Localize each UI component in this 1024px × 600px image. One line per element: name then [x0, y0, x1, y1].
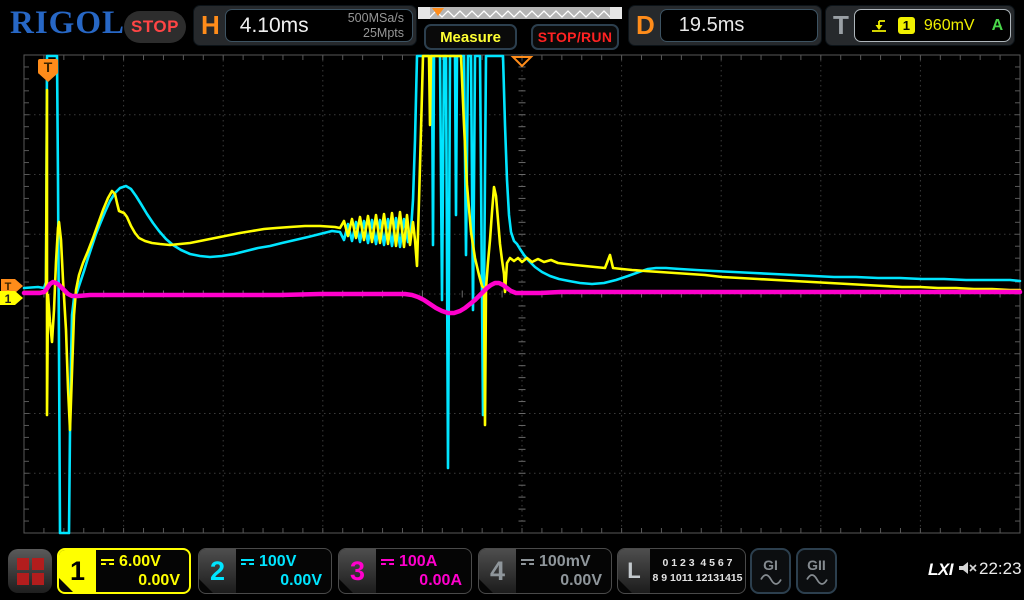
channel-2-values: 100V 0.00V — [236, 549, 331, 593]
channel-4-number: 4 — [479, 549, 516, 593]
source-2-button[interactable]: GII — [796, 548, 837, 594]
channel-1-values: 6.00V 0.00V — [96, 550, 189, 592]
trigger-well: 1 960mV A — [853, 9, 1011, 42]
channel-4-box[interactable]: 4 100mV 0.00V — [478, 548, 612, 594]
trigger-label: T — [833, 10, 849, 40]
falling-edge-icon — [871, 19, 886, 32]
menu-button[interactable] — [8, 549, 52, 593]
channel-3-values: 100A 0.00A — [376, 549, 471, 593]
sample-rate: 500MSa/s — [347, 10, 404, 25]
svg-text:1: 1 — [5, 292, 12, 306]
source-1-label: GI — [763, 557, 778, 573]
horizontal-label: H — [201, 10, 220, 40]
channel-3-offset: 0.00A — [419, 571, 462, 589]
channel-4-values: 100mV 0.00V — [516, 549, 611, 593]
logic-label: L — [618, 549, 650, 593]
speaker-muted-icon — [959, 562, 977, 574]
membar-left-cap — [418, 7, 430, 19]
dc-coupling-icon — [521, 558, 534, 565]
menu-grid-icon — [16, 557, 44, 585]
dc-coupling-icon — [381, 558, 394, 565]
stop-run-button[interactable]: STOP/RUN — [531, 24, 619, 50]
delay-well: 19.5ms — [659, 9, 818, 42]
trigger-sweep-mode: A — [991, 16, 1004, 34]
logic-channels-box[interactable]: L 0 1 2 3 4 5 6 7 8 9 1011 12131415 — [617, 548, 746, 594]
trigger-level-value: 960mV — [923, 16, 975, 34]
channel-2-number: 2 — [199, 549, 236, 593]
svg-text:T: T — [5, 281, 12, 293]
acquisition-info: 500MSa/s 25Mpts — [348, 11, 412, 41]
sine-wave-icon — [759, 574, 782, 585]
run-state-indicator[interactable]: STOP — [124, 11, 186, 43]
memory-depth: 25Mpts — [363, 25, 404, 40]
channel-2-offset: 0.00V — [280, 571, 322, 589]
measure-button[interactable]: Measure — [424, 24, 517, 50]
sine-wave-icon — [805, 574, 828, 585]
logic-row-1: 0 1 2 3 4 5 6 7 — [662, 556, 733, 569]
horizontal-panel[interactable]: H 4.10ms 500MSa/s 25Mpts — [193, 5, 417, 46]
footer-bar: 1 6.00V 0.00V 2 100V 0.00V 3 100A 0.00A … — [0, 545, 1024, 600]
channel-2-scale: 100V — [259, 552, 297, 570]
membar-right-cap — [610, 7, 622, 19]
timebase-well: 4.10ms 500MSa/s 25Mpts — [224, 9, 413, 42]
svg-text:T: T — [44, 59, 53, 75]
rigol-logo: RIGOL — [10, 5, 126, 41]
logic-digit-rows: 0 1 2 3 4 5 6 7 8 9 1011 12131415 — [650, 549, 745, 593]
timebase-value: 4.10ms — [239, 13, 309, 37]
channel-1-scale: 6.00V — [119, 552, 161, 570]
trigger-level-marker[interactable] — [1, 279, 23, 293]
channel-1-offset: 0.00V — [138, 571, 180, 589]
header-bar: RIGOL STOP H 4.10ms 500MSa/s 25Mpts Meas… — [0, 0, 1024, 52]
channel-3-number: 3 — [339, 549, 376, 593]
channel-4-scale: 100mV — [539, 552, 591, 570]
channel-1-zero-marker[interactable] — [0, 291, 23, 305]
trigger-source-badge: 1 — [897, 17, 915, 34]
memory-zigzag — [417, 8, 623, 18]
channel-2-box[interactable]: 2 100V 0.00V — [198, 548, 332, 594]
delay-panel[interactable]: D 19.5ms — [628, 5, 822, 46]
lxi-logo: LXI — [928, 560, 953, 579]
channel-1-box[interactable]: 1 6.00V 0.00V — [57, 548, 191, 594]
dc-coupling-icon — [241, 558, 254, 565]
channel-4-offset: 0.00V — [560, 571, 602, 589]
delay-label: D — [636, 10, 655, 40]
memory-position-bar[interactable] — [417, 7, 623, 19]
delay-reference-marker — [510, 56, 534, 68]
trigger-position-marker[interactable] — [38, 59, 58, 74]
channel-3-scale: 100A — [399, 552, 438, 570]
source-1-button[interactable]: GI — [750, 548, 791, 594]
logic-row-2: 8 9 1011 12131415 — [652, 572, 743, 584]
dc-coupling-icon — [101, 558, 114, 565]
trigger-panel[interactable]: T 1 960mV A — [825, 5, 1015, 46]
clock: 22:23 — [979, 559, 1022, 578]
membar-trigger-marker — [432, 8, 444, 16]
waveform-ch3 — [21, 279, 1023, 316]
channel-1-number: 1 — [59, 550, 96, 592]
waveform-ch1 — [22, 54, 1022, 432]
source-2-label: GII — [807, 557, 826, 573]
channel-3-box[interactable]: 3 100A 0.00A — [338, 548, 472, 594]
delay-value: 19.5ms — [678, 14, 745, 36]
